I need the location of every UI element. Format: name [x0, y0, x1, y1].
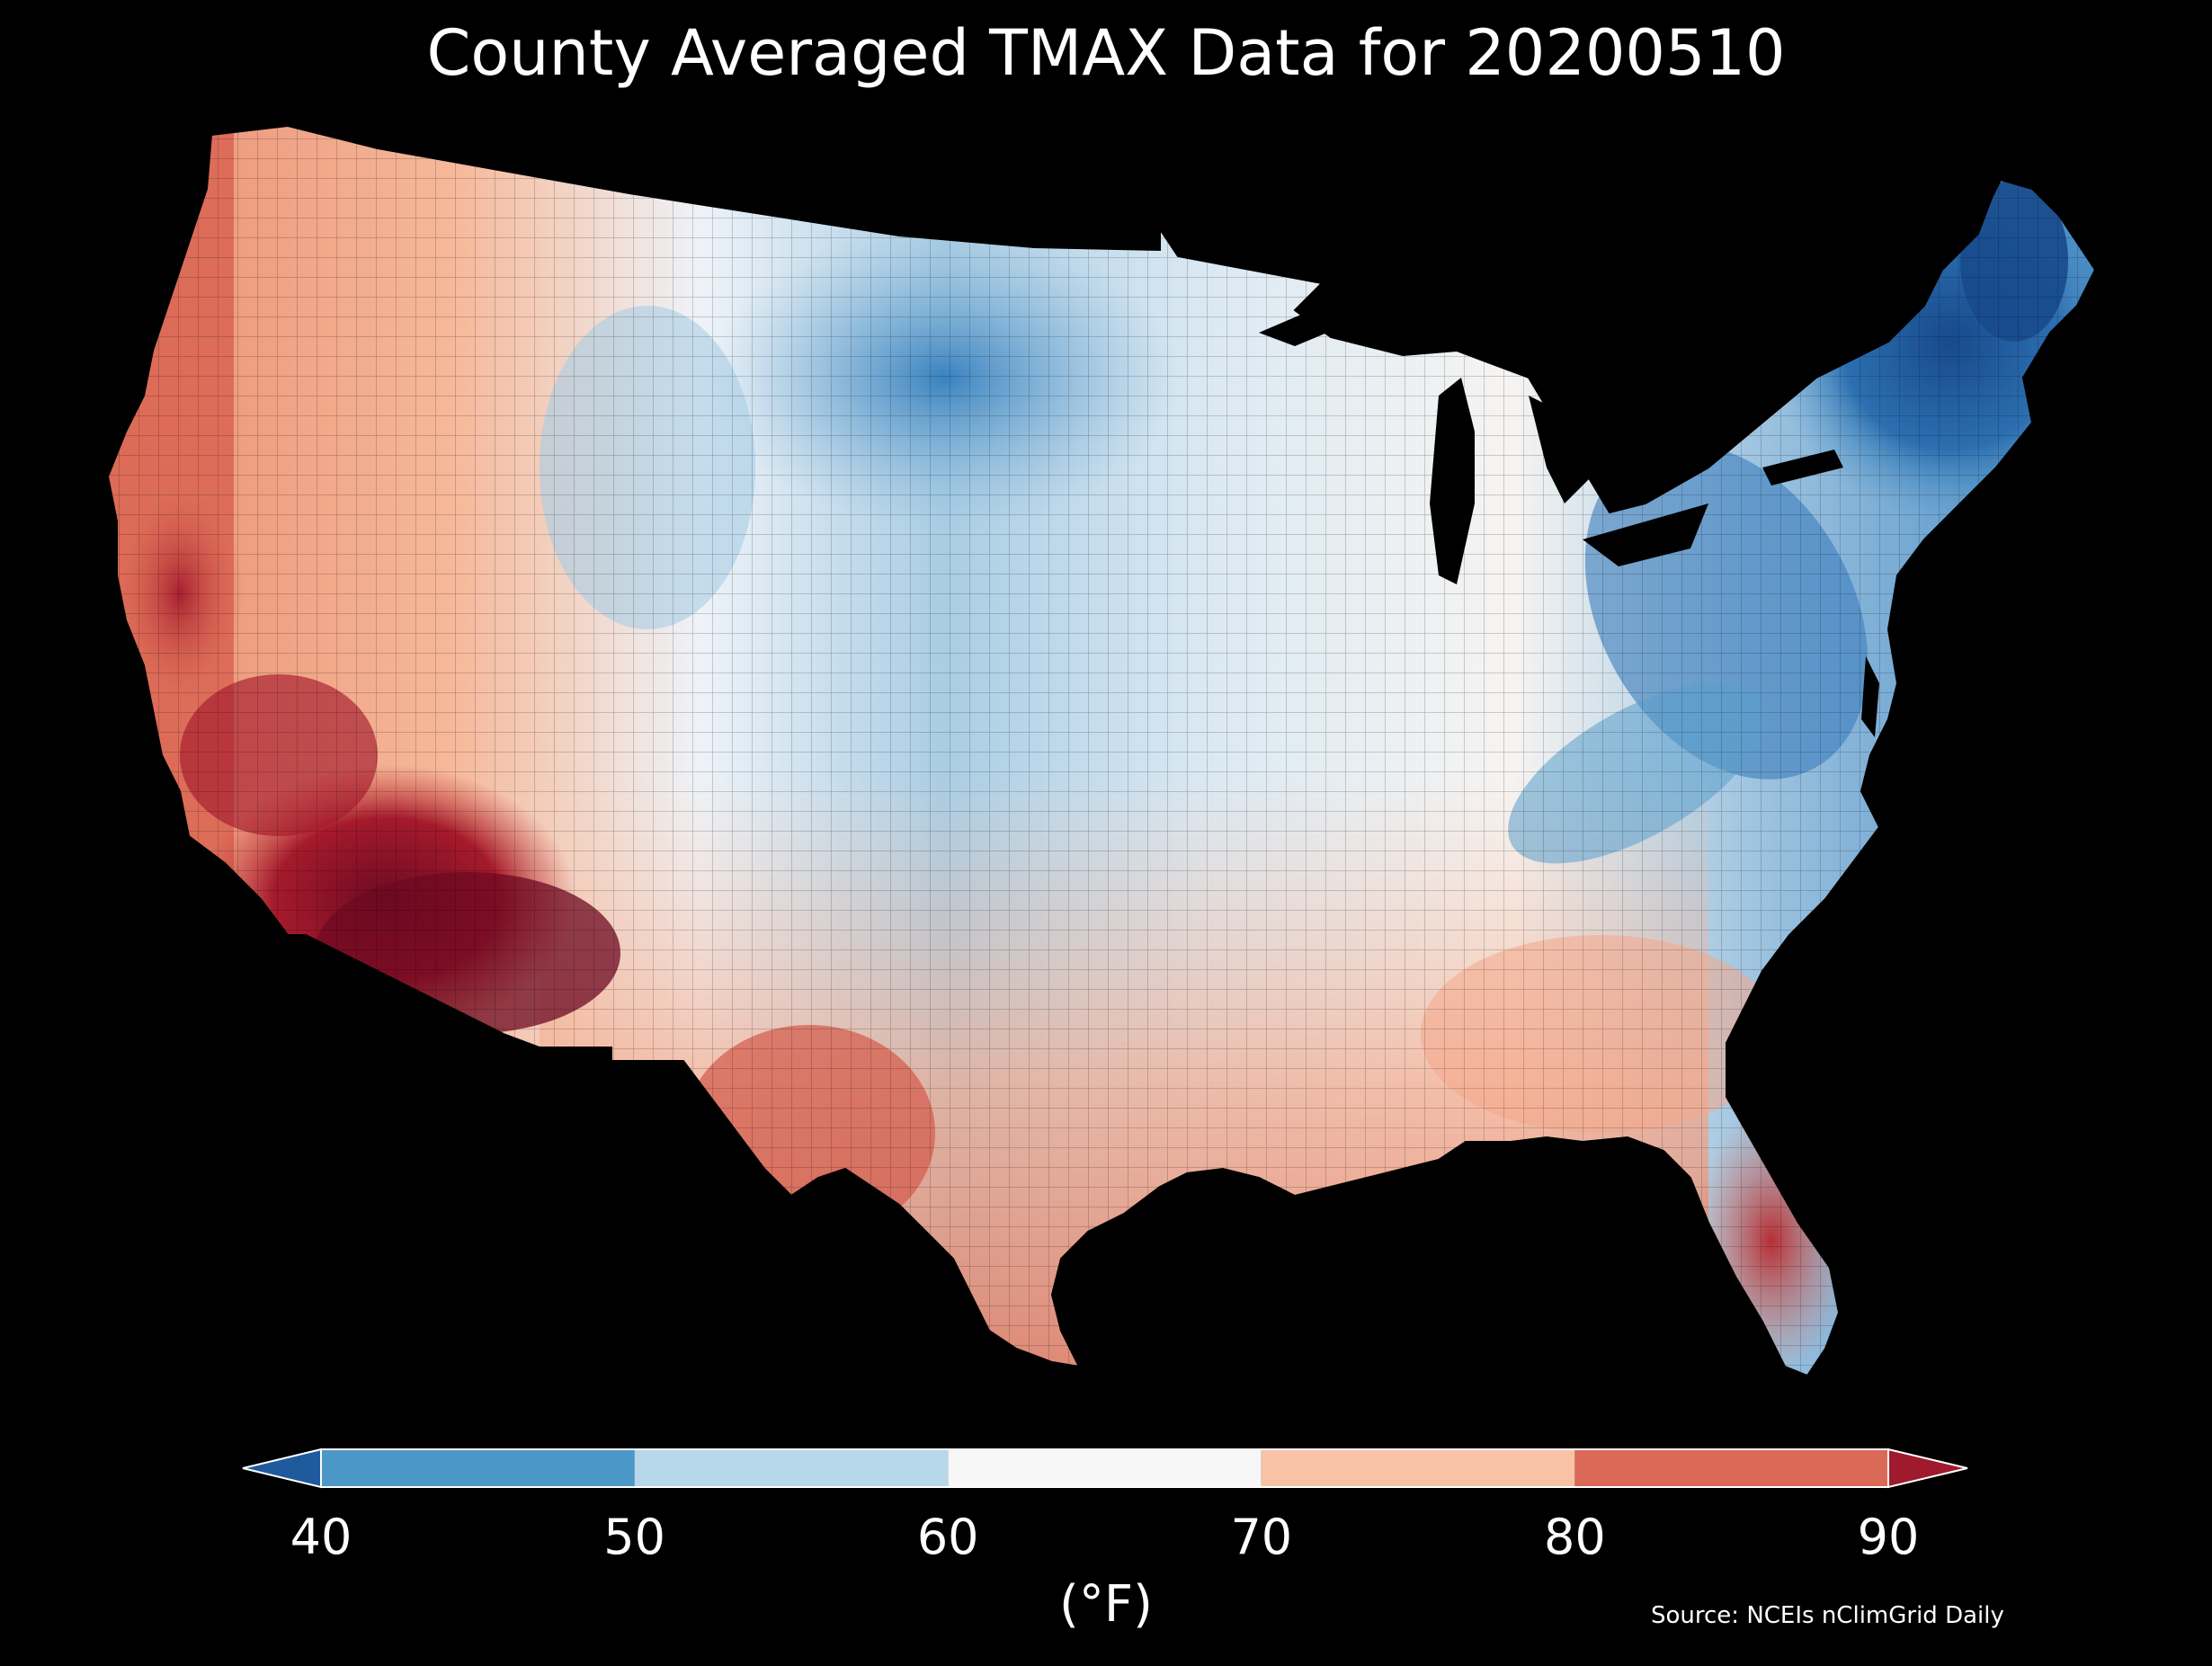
- colorbar-tick-label: 40: [290, 1509, 352, 1565]
- map-title: County Averaged TMAX Data for 20200510: [426, 16, 1786, 90]
- colorbar-low-arrow: [242, 1448, 322, 1489]
- colorbar-tick-label: 70: [1230, 1509, 1293, 1565]
- colorbar-bin: [1261, 1449, 1575, 1487]
- colorbar-bin: [1574, 1449, 1888, 1487]
- colorbar-tick-label: 80: [1544, 1509, 1606, 1565]
- colorbar-tick-label: 50: [603, 1509, 665, 1565]
- colorbar-tick-label: 60: [916, 1509, 979, 1565]
- colorbar-bin: [948, 1449, 1262, 1487]
- great-lakes: [1259, 288, 1843, 584]
- colorbar-high-arrow: [1887, 1448, 1968, 1489]
- colorbar-bin: [321, 1449, 635, 1487]
- colorbar-bin: [634, 1449, 949, 1487]
- colorbar-unit-label: (°F): [1059, 1575, 1153, 1634]
- source-note: Source: NCEIs nClimGrid Daily: [1651, 1602, 2004, 1629]
- colorbar-tick-label: 90: [1857, 1509, 1920, 1565]
